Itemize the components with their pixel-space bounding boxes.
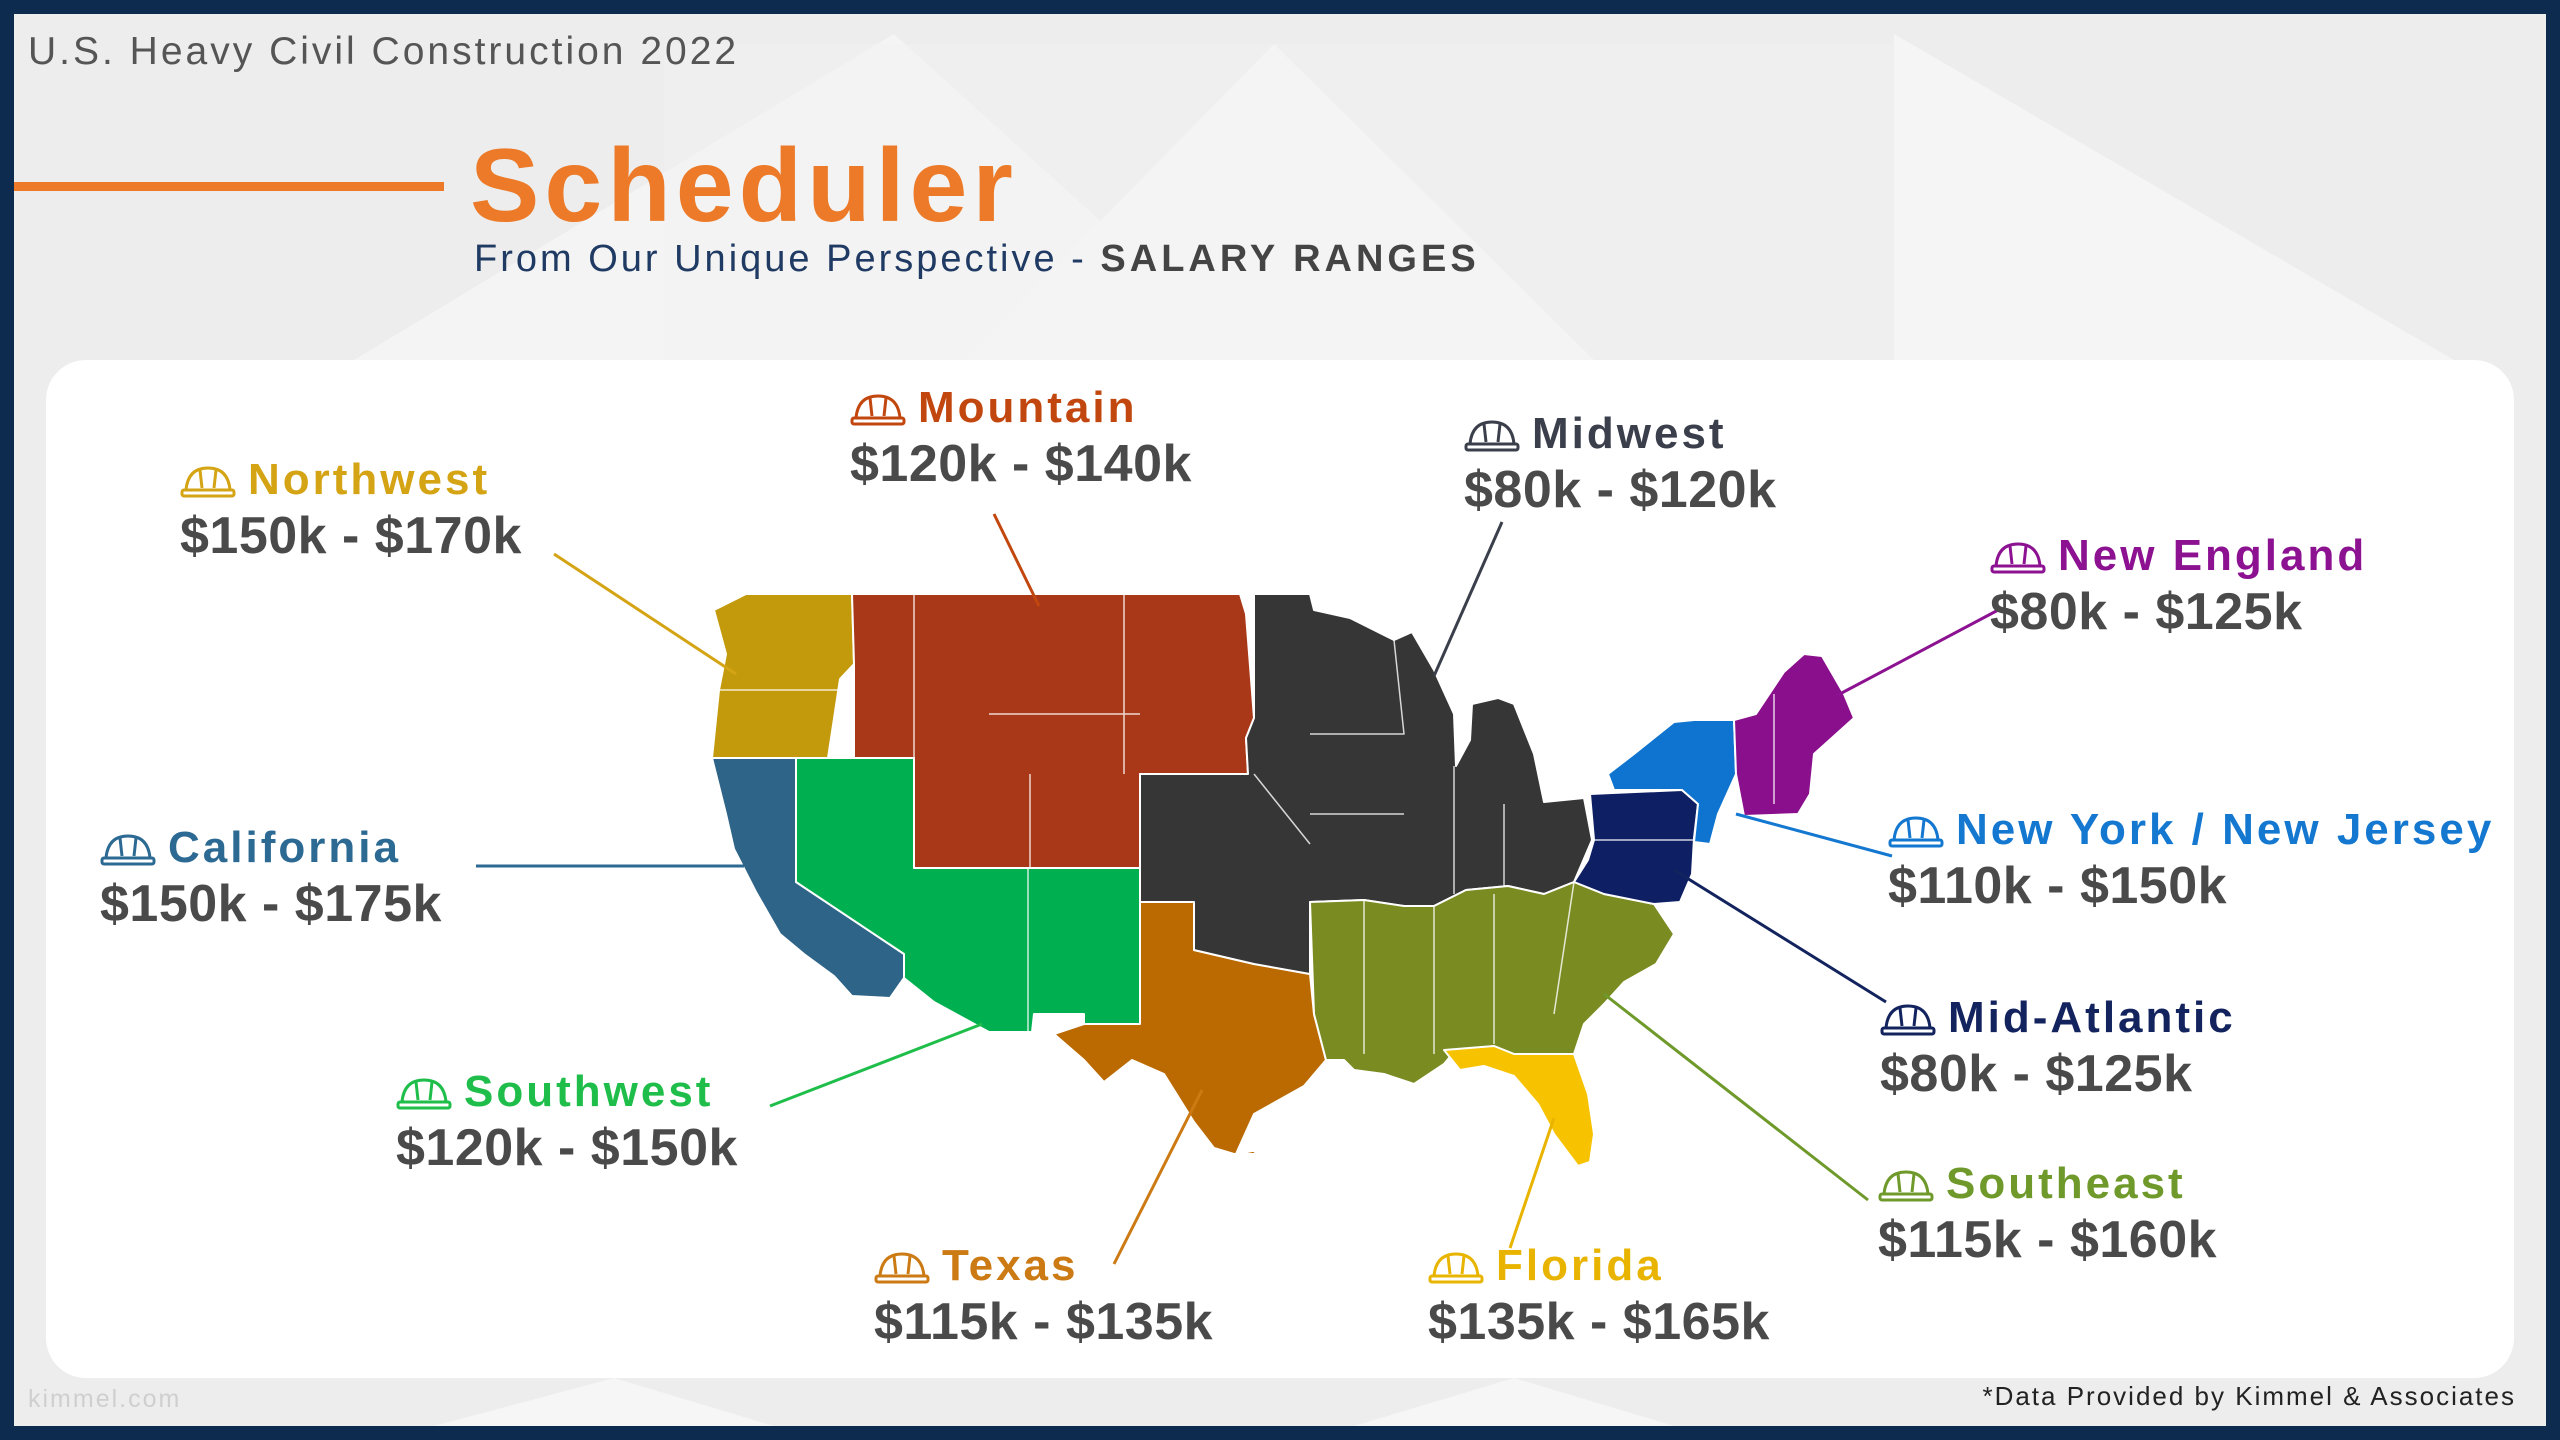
region-shape-mid-atlantic — [1573, 789, 1699, 905]
source-note: *Data Provided by Kimmel & Associates — [1982, 1381, 2516, 1411]
hard-hat-icon — [1888, 816, 1944, 848]
subtitle-lead: From Our Unique Perspective - — [474, 238, 1101, 280]
region-salary: $110k - $150k — [1888, 857, 2228, 915]
hard-hat-icon — [850, 394, 906, 426]
region-label-midwest: Midwest $80k - $120k — [1464, 409, 1777, 519]
hard-hat-icon — [1878, 1170, 1934, 1202]
infographic-page: U.S. Heavy Civil Construction 2022 Sched… — [14, 14, 2546, 1426]
region-label-florida: Florida $135k - $165k — [1428, 1241, 1770, 1351]
leader-line-southeast — [1603, 992, 1869, 1202]
region-name: New York / New Jersey — [1956, 805, 2495, 854]
region-shape-northwest — [711, 593, 855, 759]
region-label-northwest: Northwest $150k - $170k — [180, 455, 522, 565]
leader-line-northwest — [553, 552, 737, 676]
us-regions-map — [476, 513, 2003, 1265]
region-shape-new-england — [1733, 653, 1855, 817]
hard-hat-icon — [1428, 1252, 1484, 1284]
region-name: California — [168, 823, 401, 872]
background-shapes — [354, 34, 2454, 1426]
hard-hat-icon — [874, 1252, 930, 1284]
region-name: Mid-Atlantic — [1948, 993, 2236, 1042]
leader-line-midwest — [1432, 521, 1504, 677]
region-salary: $120k - $150k — [396, 1119, 738, 1177]
region-name: Texas — [942, 1241, 1079, 1290]
region-salary: $80k - $120k — [1464, 461, 1777, 519]
region-salary: $150k - $175k — [100, 875, 442, 933]
title-accent-rule — [14, 182, 444, 191]
region-label-mid-atlantic: Mid-Atlantic $80k - $125k — [1880, 993, 2236, 1103]
region-salary: $115k - $160k — [1878, 1211, 2218, 1269]
region-salary: $80k - $125k — [1990, 583, 2303, 641]
region-label-ny-nj: New York / New Jersey $110k - $150k — [1888, 805, 2495, 915]
region-name: Northwest — [248, 455, 491, 504]
subtitle: From Our Unique Perspective - SALARY RAN… — [474, 238, 1480, 281]
region-shape-southwest — [795, 757, 1145, 1033]
hard-hat-icon — [396, 1078, 452, 1110]
leader-line-mid-atlantic — [1673, 868, 1887, 1004]
leader-line-new-england — [1835, 606, 2003, 698]
region-salary: $80k - $125k — [1880, 1045, 2193, 1103]
site-watermark: kimmel.com — [28, 1385, 182, 1413]
leader-line-texas — [1112, 1089, 1204, 1265]
hard-hat-icon — [1990, 542, 2046, 574]
leader-line-mountain — [992, 513, 1041, 607]
region-shape-florida — [1443, 1045, 1595, 1167]
region-salary: $115k - $135k — [874, 1293, 1214, 1351]
region-label-southeast: Southeast $115k - $160k — [1878, 1159, 2218, 1269]
hard-hat-icon — [180, 466, 236, 498]
region-salary: $135k - $165k — [1428, 1293, 1770, 1351]
region-label-texas: Texas $115k - $135k — [874, 1241, 1214, 1351]
region-salary: $150k - $170k — [180, 507, 522, 565]
region-name: Midwest — [1532, 409, 1727, 458]
region-label-mountain: Mountain $120k - $140k — [850, 383, 1192, 493]
region-name: Mountain — [918, 383, 1138, 432]
hard-hat-icon — [1880, 1004, 1936, 1036]
region-label-california: California $150k - $175k — [100, 823, 442, 933]
hard-hat-icon — [100, 834, 156, 866]
region-name: Southeast — [1946, 1159, 2186, 1208]
leader-line-ny-nj — [1735, 812, 1893, 858]
role-title: Scheduler — [470, 128, 1018, 244]
header-supertitle: U.S. Heavy Civil Construction 2022 — [28, 30, 740, 73]
region-label-southwest: Southwest $120k - $150k — [396, 1067, 738, 1177]
region-shape-southeast — [1309, 881, 1675, 1085]
leader-line-southwest — [769, 1022, 983, 1108]
leader-line-florida — [1508, 1117, 1556, 1249]
region-name: Southwest — [464, 1067, 714, 1116]
region-name: New England — [2058, 531, 2368, 580]
subtitle-emphasis: SALARY RANGES — [1100, 238, 1480, 280]
region-label-new-england: New England $80k - $125k — [1990, 531, 2368, 641]
hard-hat-icon — [1464, 420, 1520, 452]
region-name: Florida — [1496, 1241, 1664, 1290]
region-salary: $120k - $140k — [850, 435, 1192, 493]
region-shape-ny-nj — [1607, 719, 1737, 845]
